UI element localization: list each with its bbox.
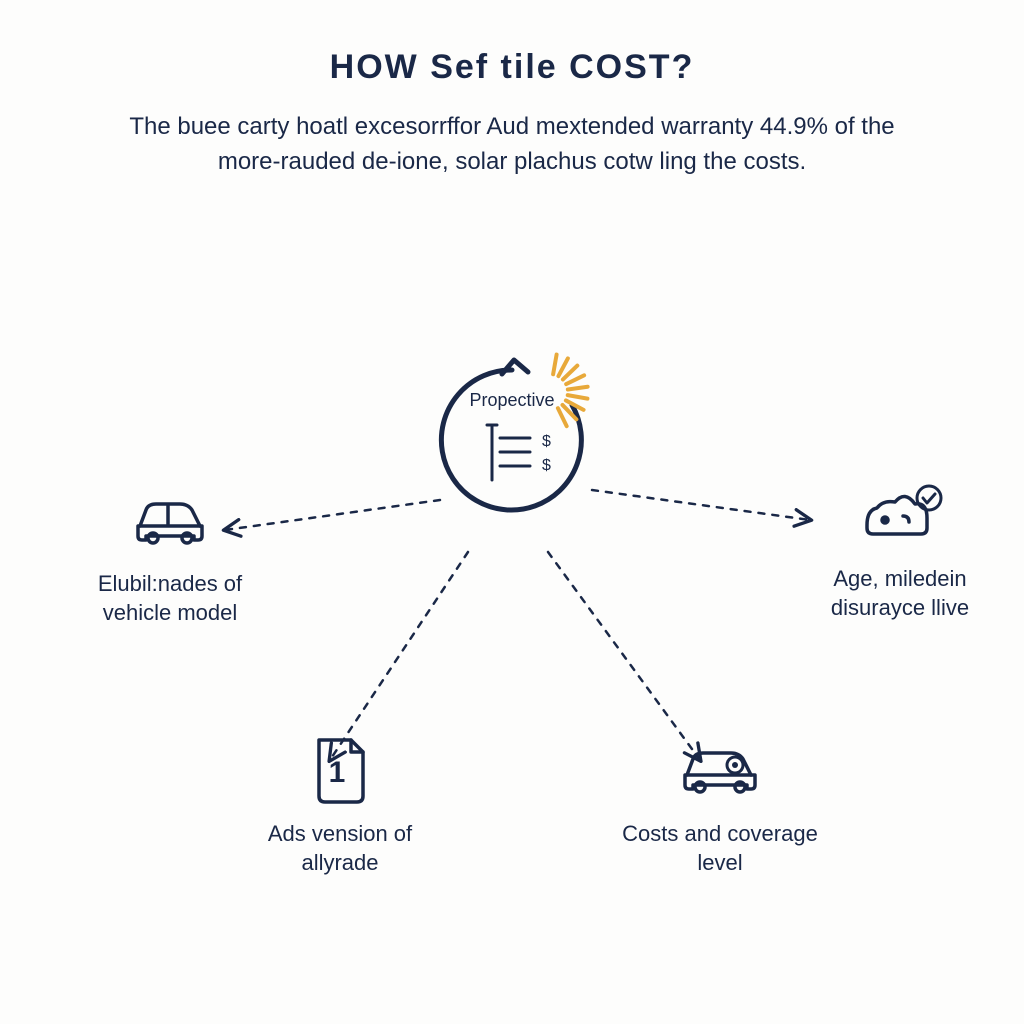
infographic-canvas: HOW Sef tile COST? The buee carty hoatl … — [0, 0, 1024, 1024]
svg-text:$: $ — [542, 433, 551, 450]
center-graphic: $ $ — [402, 330, 622, 550]
node-vehicle-model: Elubil:nades of vehicle model — [70, 480, 270, 627]
node-age-mileage: Age, miledein disurayce llive — [800, 475, 1000, 622]
car-gauge-icon — [680, 730, 760, 810]
node-coverage-level: Costs and coverage level — [620, 730, 820, 877]
node-ads-version: 1 Ads vension of allyrade — [240, 730, 440, 877]
svg-text:$: $ — [542, 457, 551, 474]
node-label: Age, miledein disurayce llive — [800, 565, 1000, 622]
svg-text:1: 1 — [329, 756, 346, 789]
node-label: Ads vension of allyrade — [240, 820, 440, 877]
node-label: Elubil:nades of vehicle model — [70, 570, 270, 627]
car-icon — [130, 480, 210, 560]
shield-check-icon — [860, 475, 940, 555]
center-label: Propective — [469, 390, 554, 411]
page-one-icon: 1 — [300, 730, 380, 810]
node-label: Costs and coverage level — [620, 820, 820, 877]
